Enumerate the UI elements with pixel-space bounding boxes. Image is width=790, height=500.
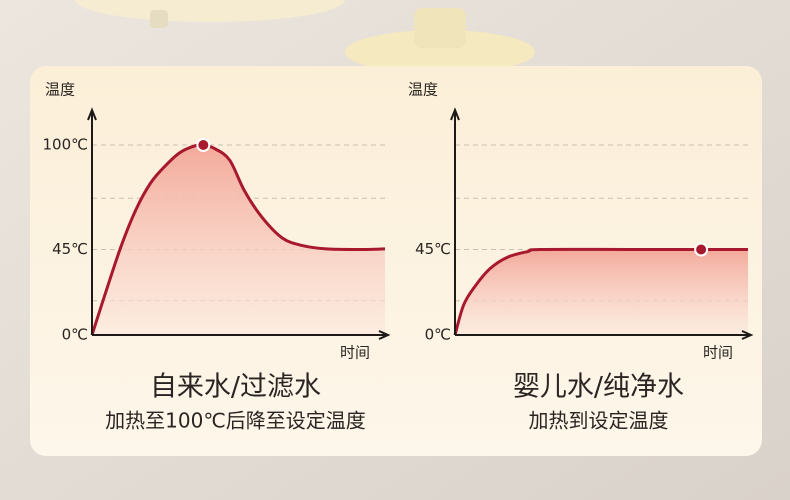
y-tick-label: 45℃	[415, 240, 451, 258]
x-axis	[455, 330, 754, 340]
line	[453, 247, 748, 336]
y-axis-label: 温度	[45, 81, 75, 99]
x-axis-label: 时间	[340, 344, 370, 362]
y-tick-label: 100℃	[43, 136, 88, 154]
chart-subtitle: 加热到设定温度	[529, 409, 669, 433]
y-tick-label: 0℃	[62, 326, 88, 344]
chart-subtitle: 加热至100℃后降至设定温度	[105, 409, 366, 433]
highlight-point	[694, 242, 709, 257]
kettle-knob	[414, 8, 466, 48]
highlight-point	[196, 138, 211, 152]
chart-title: 自来水/过滤水	[150, 372, 321, 403]
x-axis	[92, 330, 391, 340]
area	[455, 249, 748, 335]
y-tick-label: 0℃	[425, 326, 451, 344]
kettle-base	[75, 0, 345, 22]
y-axis	[450, 107, 460, 335]
y-axis	[87, 107, 97, 335]
kettle-lid	[345, 30, 535, 74]
y-tick-label: 45℃	[52, 240, 88, 258]
chart-title: 婴儿水/纯净水	[513, 372, 684, 403]
area	[92, 144, 385, 335]
y-axis-label: 温度	[408, 81, 438, 99]
x-axis-label: 时间	[703, 344, 733, 362]
kettle-foot	[150, 10, 168, 28]
